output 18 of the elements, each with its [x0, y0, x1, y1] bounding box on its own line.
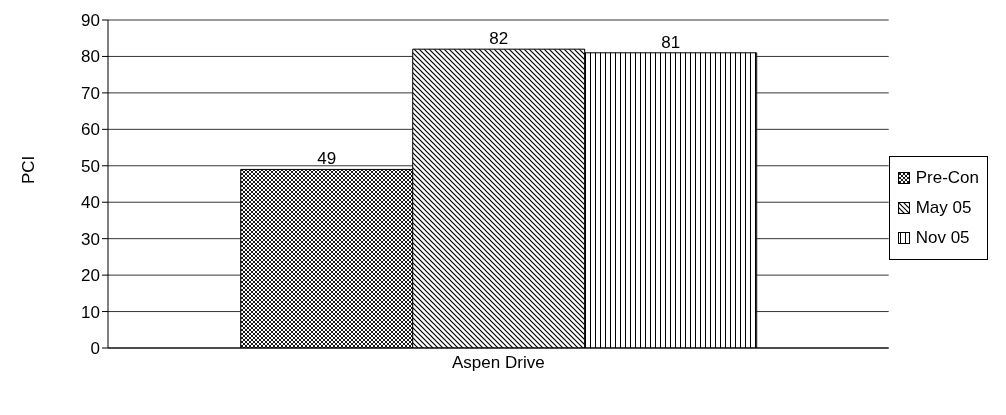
- y-tick-label: 10: [81, 302, 100, 322]
- legend-label: May 05: [915, 197, 972, 219]
- legend-label: Nov 05: [915, 227, 970, 249]
- data-label: 81: [661, 32, 681, 52]
- y-tick-label: 60: [81, 120, 100, 140]
- data-label: 82: [489, 29, 509, 49]
- x-tick-label: Aspen Drive: [452, 353, 545, 373]
- y-axis-title: PCI: [19, 155, 39, 184]
- y-tick-label: 70: [81, 83, 100, 103]
- y-tick-label: 50: [81, 156, 100, 176]
- y-tick-label: 90: [81, 11, 100, 31]
- y-tick-label: 80: [81, 47, 100, 67]
- data-label: 49: [317, 149, 337, 169]
- y-tick-label: 40: [81, 193, 100, 213]
- y-tick-label: 20: [81, 266, 100, 286]
- y-tick-label: 0: [90, 339, 100, 359]
- legend-label: Pre-Con: [915, 167, 979, 189]
- y-tick-label: 30: [81, 229, 100, 249]
